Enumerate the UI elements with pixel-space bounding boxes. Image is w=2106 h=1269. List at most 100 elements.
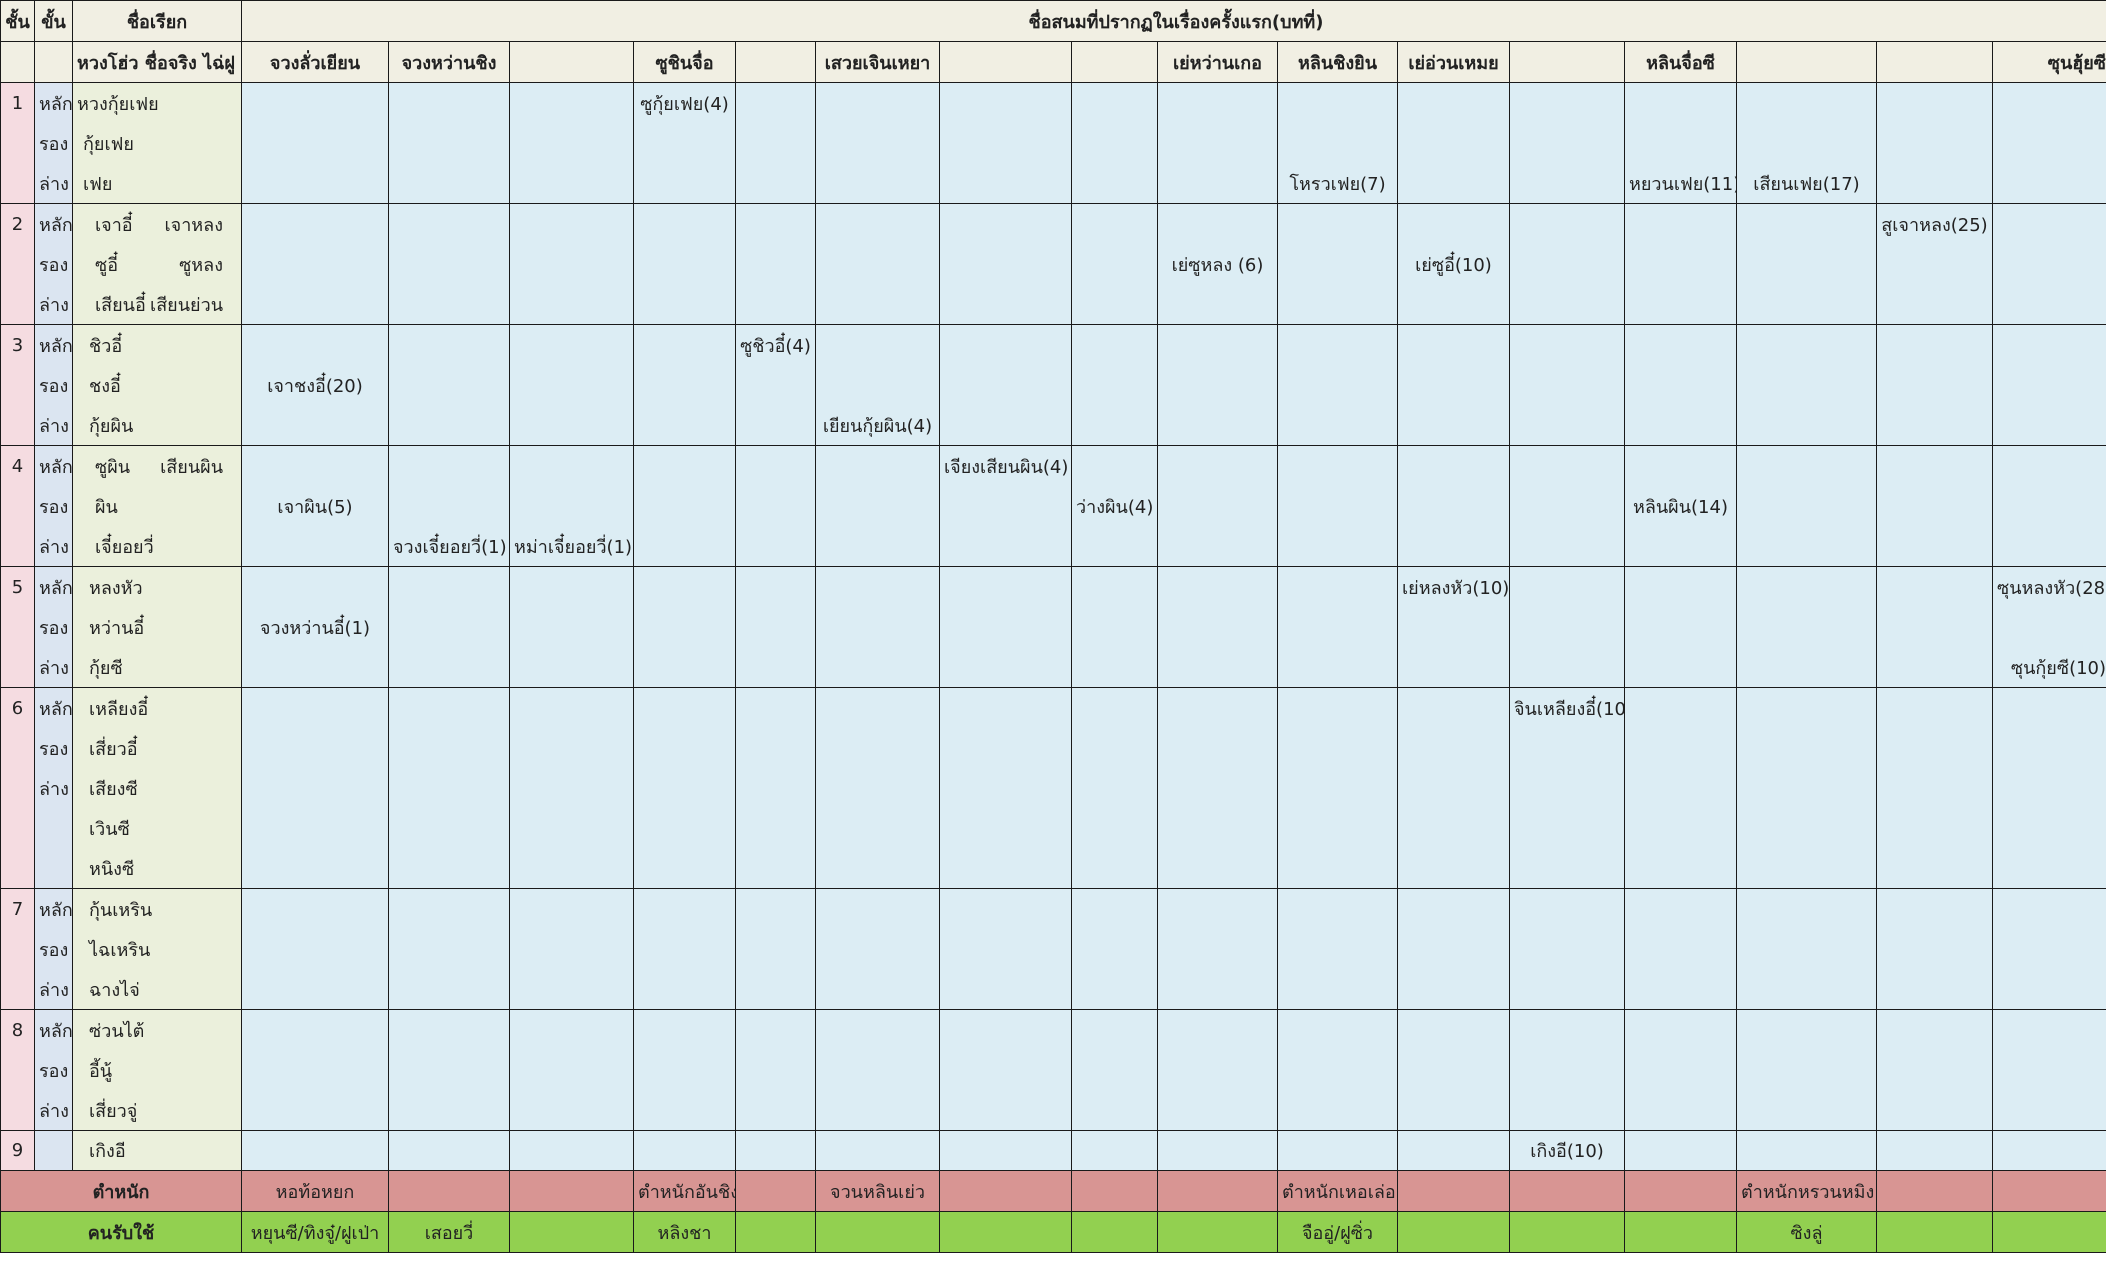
empty-cell [509, 647, 634, 688]
servants-cell [1397, 1211, 1510, 1253]
empty-cell [1624, 728, 1737, 768]
rank-row: 2 หลัก เจาอี๋ เจาหลง สูเจาหลง(25) [0, 203, 2106, 244]
concubine-entry: ซุนกุ้ยซี(10) [1991, 647, 2106, 688]
empty-cell [388, 888, 510, 929]
empty-cell [939, 1009, 1072, 1050]
person-header [1736, 41, 1877, 83]
concubine-entry: จวงหว่านอี๋(1) [241, 607, 389, 647]
empty-cell [815, 123, 940, 163]
empty-cell [1624, 647, 1737, 688]
empty-cell [1071, 445, 1158, 486]
empty-cell [1509, 324, 1625, 365]
empty-cell [1071, 768, 1158, 808]
empty-cell [509, 123, 634, 163]
empty-cell [1736, 848, 1877, 889]
title-name-b: เจาหลง [164, 214, 224, 236]
rank-number [0, 1050, 35, 1090]
empty-cell [735, 445, 816, 486]
empty-cell [509, 969, 634, 1010]
empty-cell [241, 1090, 389, 1131]
empty-cell [633, 768, 736, 808]
step-label: หลัก [34, 445, 73, 486]
rank-number [0, 808, 35, 848]
empty-cell [241, 728, 389, 768]
empty-cell [815, 365, 940, 405]
empty-cell [241, 647, 389, 688]
title-name: เจาอี๋ เจาหลง [72, 203, 242, 244]
sect-cell [1509, 1170, 1625, 1212]
rank-row: รอง ซูอี๋ ซูหลง เย่ซูหลง (6) เย่ซูอี๋(10) [0, 244, 2106, 284]
empty-cell [1991, 203, 2106, 244]
empty-cell [1397, 1009, 1510, 1050]
step-label: ล่าง [34, 284, 73, 325]
empty-cell [1071, 203, 1158, 244]
empty-cell [939, 486, 1072, 526]
title-name: ซูอี๋ ซูหลง [72, 244, 242, 284]
title-name: ฉางไจ่ [72, 969, 242, 1010]
empty-cell [633, 566, 736, 607]
empty-cell [388, 687, 510, 728]
empty-cell [1157, 405, 1278, 446]
empty-cell [1736, 969, 1877, 1010]
empty-cell [735, 1130, 816, 1171]
sect-cell [939, 1170, 1072, 1212]
servants-cell [1876, 1211, 1993, 1253]
empty-cell [241, 163, 389, 204]
empty-cell [509, 405, 634, 446]
empty-cell [1071, 1090, 1158, 1131]
empty-cell [633, 647, 736, 688]
rank-number [0, 848, 35, 889]
empty-cell [1071, 848, 1158, 889]
empty-cell [1277, 1090, 1398, 1131]
empty-cell [1157, 324, 1278, 365]
step-label: หลัก [34, 82, 73, 123]
empty-cell [735, 1090, 816, 1131]
empty-cell [1071, 284, 1158, 325]
empty-cell [1071, 526, 1158, 567]
empty-cell [1071, 607, 1158, 647]
empty-cell [1509, 123, 1625, 163]
empty-cell [388, 82, 510, 123]
rank-row: รอง กุ้ยเฟย [0, 123, 2106, 163]
rank-row: 8 หลัก ซ่วนไต้ [0, 1009, 2106, 1050]
empty-cell [633, 888, 736, 929]
empty-cell [1509, 969, 1625, 1010]
empty-cell [1277, 768, 1398, 808]
empty-cell [1509, 728, 1625, 768]
person-header [1876, 41, 1993, 83]
empty-cell [815, 969, 940, 1010]
step-header: ขั้น [34, 0, 73, 42]
header-row-2: หวงโฮ่ว ชื่อจริง ไฉ่ฝู จวงลั่วเยียน จวงหว่… [0, 41, 2106, 83]
rank-row: 4 หลัก ซูผิน เสียนผิน เจียงเสียนผิน(4) [0, 445, 2106, 486]
rank-number [0, 284, 35, 325]
empty-cell [1736, 728, 1877, 768]
empty-cell [1397, 1130, 1510, 1171]
empty-cell [1736, 607, 1877, 647]
title-name: หนิงซี [72, 848, 242, 889]
empty-cell [1876, 687, 1993, 728]
empty-cell [1397, 728, 1510, 768]
empty-cell [1397, 1050, 1510, 1090]
empty-cell [815, 888, 940, 929]
empty-cell [735, 566, 816, 607]
empty-cell [1991, 526, 2106, 567]
empty-cell [1277, 365, 1398, 405]
empty-cell [1876, 526, 1993, 567]
empty-cell [1736, 486, 1877, 526]
empty-cell [509, 324, 634, 365]
empty-cell [939, 244, 1072, 284]
servants-cell: เสอยวี่ [388, 1211, 510, 1253]
concubine-entry: จินเหลียงอี๋(10) [1509, 687, 1625, 728]
empty-cell [388, 486, 510, 526]
empty-cell [1157, 203, 1278, 244]
sect-cell [1157, 1170, 1278, 1212]
servants-cell [1509, 1211, 1625, 1253]
rank-row: 6 หลัก เหลียงอี๋ จินเหลียงอี๋(10) [0, 687, 2106, 728]
empty-cell [1876, 405, 1993, 446]
empty-cell [1736, 445, 1877, 486]
empty-cell [1277, 566, 1398, 607]
concubine-entry: ซุนหลงหัว(28) [1991, 566, 2106, 607]
empty-cell [1736, 566, 1877, 607]
empty-cell [815, 324, 940, 365]
empty-cell [939, 82, 1072, 123]
